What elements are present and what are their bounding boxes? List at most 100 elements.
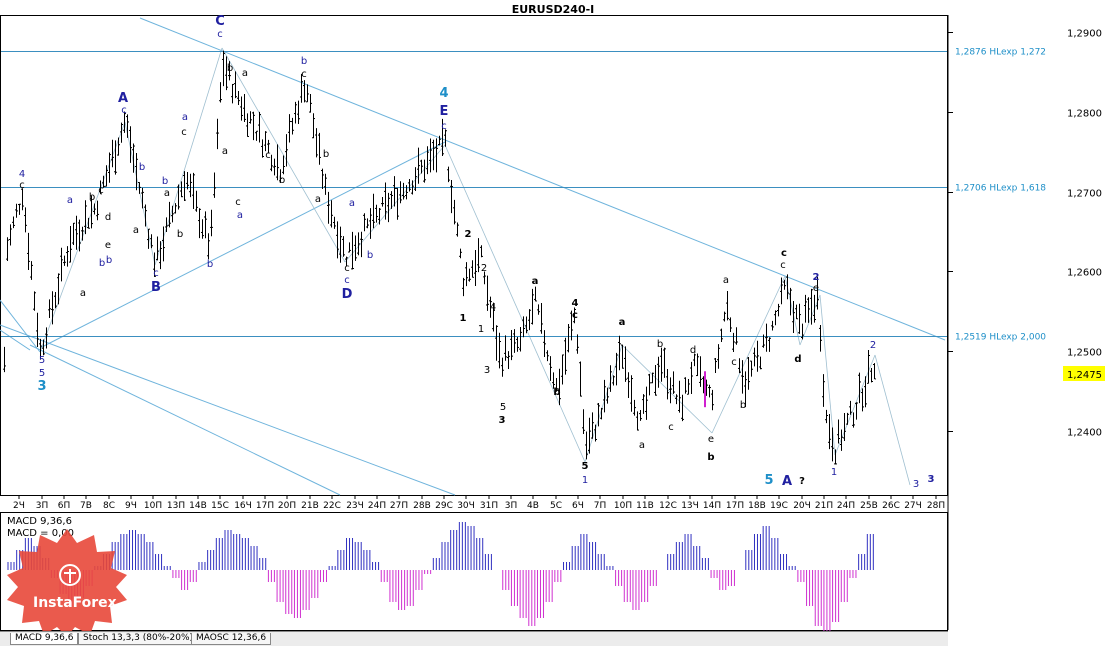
tab-stoch[interactable]: Stoch 13,3,3 (80%-20%) <box>78 633 199 645</box>
price-bar <box>39 338 42 360</box>
price-bar <box>147 228 150 249</box>
price-bar <box>552 372 555 389</box>
wave-label: c <box>265 150 271 161</box>
tab-macd[interactable]: MACD 9,36,6 <box>10 633 79 645</box>
price-bar <box>375 204 378 223</box>
price-bar <box>189 173 192 198</box>
price-bar <box>507 351 510 370</box>
price-bar <box>324 173 327 195</box>
price-bar <box>96 200 99 221</box>
wave-label: c <box>181 127 187 138</box>
x-tick-label: 5С <box>550 501 562 511</box>
price-bar <box>501 357 504 377</box>
wave-label: b <box>227 63 233 74</box>
price-bar <box>219 82 222 103</box>
price-bar <box>216 118 219 150</box>
fibo-level-label: 1,2876 HLexp 1,272 <box>955 48 1046 58</box>
price-bar <box>726 291 729 321</box>
wave-label: B <box>151 280 161 295</box>
price-bar <box>111 139 114 168</box>
price-bar <box>519 326 522 352</box>
macd-value-label: MACD = 0,00 <box>7 528 74 539</box>
wave-label: D <box>342 287 353 302</box>
price-bar <box>846 412 849 425</box>
price-bar <box>468 268 471 282</box>
wave-label: e <box>708 434 714 445</box>
price-bar <box>393 176 396 207</box>
x-tick-label: 30Ч <box>457 501 475 511</box>
price-bar <box>348 242 351 253</box>
price-bar <box>648 373 651 396</box>
wave-label: a <box>222 146 228 157</box>
price-bar <box>576 334 579 354</box>
x-tick-label: 17П <box>256 501 274 511</box>
price-bar <box>732 332 735 352</box>
price-bar <box>105 165 108 187</box>
price-bar <box>699 356 702 387</box>
trend-line <box>29 344 341 496</box>
price-bar <box>873 363 876 380</box>
price-bar <box>756 340 759 372</box>
price-bar <box>693 353 696 367</box>
price-bar <box>255 130 258 141</box>
price-bar <box>579 361 582 397</box>
wave-label: 2 <box>870 340 876 351</box>
price-bar <box>243 93 246 123</box>
price-bar <box>864 376 867 408</box>
price-bar <box>249 111 252 124</box>
price-bar <box>420 159 423 174</box>
price-bar <box>78 219 81 252</box>
price-bar <box>315 128 318 158</box>
tab-maosc[interactable]: MAOSC 12,36,6 <box>191 633 272 645</box>
price-bar <box>861 388 864 412</box>
price-bar <box>636 411 639 431</box>
x-tick-label: 28П <box>927 501 945 511</box>
price-bar <box>456 222 459 237</box>
fibo-level-label: 1,2706 HLexp 1,618 <box>955 184 1046 194</box>
price-bar <box>144 204 147 227</box>
current-price-tag <box>1063 366 1105 381</box>
price-bar <box>819 324 822 352</box>
macd-label: MACD 9,36,6 <box>7 516 72 527</box>
price-bar <box>237 90 240 105</box>
price-bar <box>72 222 75 245</box>
price-bar <box>300 73 303 103</box>
price-bar <box>171 205 174 223</box>
price-bar <box>822 374 825 407</box>
price-bar <box>573 307 576 324</box>
price-bar <box>228 61 231 81</box>
price-bar <box>738 358 741 374</box>
price-bar <box>240 96 243 121</box>
x-tick-label: 26С <box>882 501 900 511</box>
price-bar <box>633 399 636 416</box>
price-bar <box>834 449 837 465</box>
x-tick-label: 11В <box>636 501 654 511</box>
price-bar <box>711 389 714 411</box>
price-bar <box>120 122 123 143</box>
price-bar <box>474 249 477 286</box>
trend-line <box>0 299 41 353</box>
price-bar <box>63 255 66 266</box>
x-tick-label: 13П <box>167 501 185 511</box>
price-bar <box>210 209 213 237</box>
price-bar <box>318 132 321 165</box>
price-bar <box>408 178 411 192</box>
x-tick-label: 22С <box>323 501 341 511</box>
price-bar <box>714 357 717 374</box>
x-tick-label: 21В <box>301 501 319 511</box>
price-bar <box>102 175 105 188</box>
wave-label: a <box>80 288 86 299</box>
wave-label: b <box>707 452 714 463</box>
price-bar <box>591 412 594 439</box>
price-bar <box>837 419 840 444</box>
price-bar <box>750 360 753 377</box>
price-bar <box>366 218 369 229</box>
price-bar <box>3 346 6 373</box>
price-bar <box>384 182 387 220</box>
price-bar <box>168 201 171 228</box>
x-tick-label: 20П <box>278 501 296 511</box>
wave-label: 5 <box>764 473 773 488</box>
price-bar <box>486 275 489 311</box>
price-bar <box>426 146 429 175</box>
